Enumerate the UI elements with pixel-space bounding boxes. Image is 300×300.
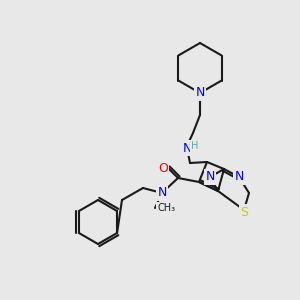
Text: CH₃: CH₃ xyxy=(157,203,175,213)
Text: N: N xyxy=(205,170,215,184)
Text: N: N xyxy=(234,170,244,184)
Text: H: H xyxy=(191,141,199,151)
Text: N: N xyxy=(195,86,205,100)
Text: N: N xyxy=(157,187,167,200)
Text: S: S xyxy=(240,206,248,218)
Text: N: N xyxy=(182,142,192,154)
Text: O: O xyxy=(158,161,168,175)
